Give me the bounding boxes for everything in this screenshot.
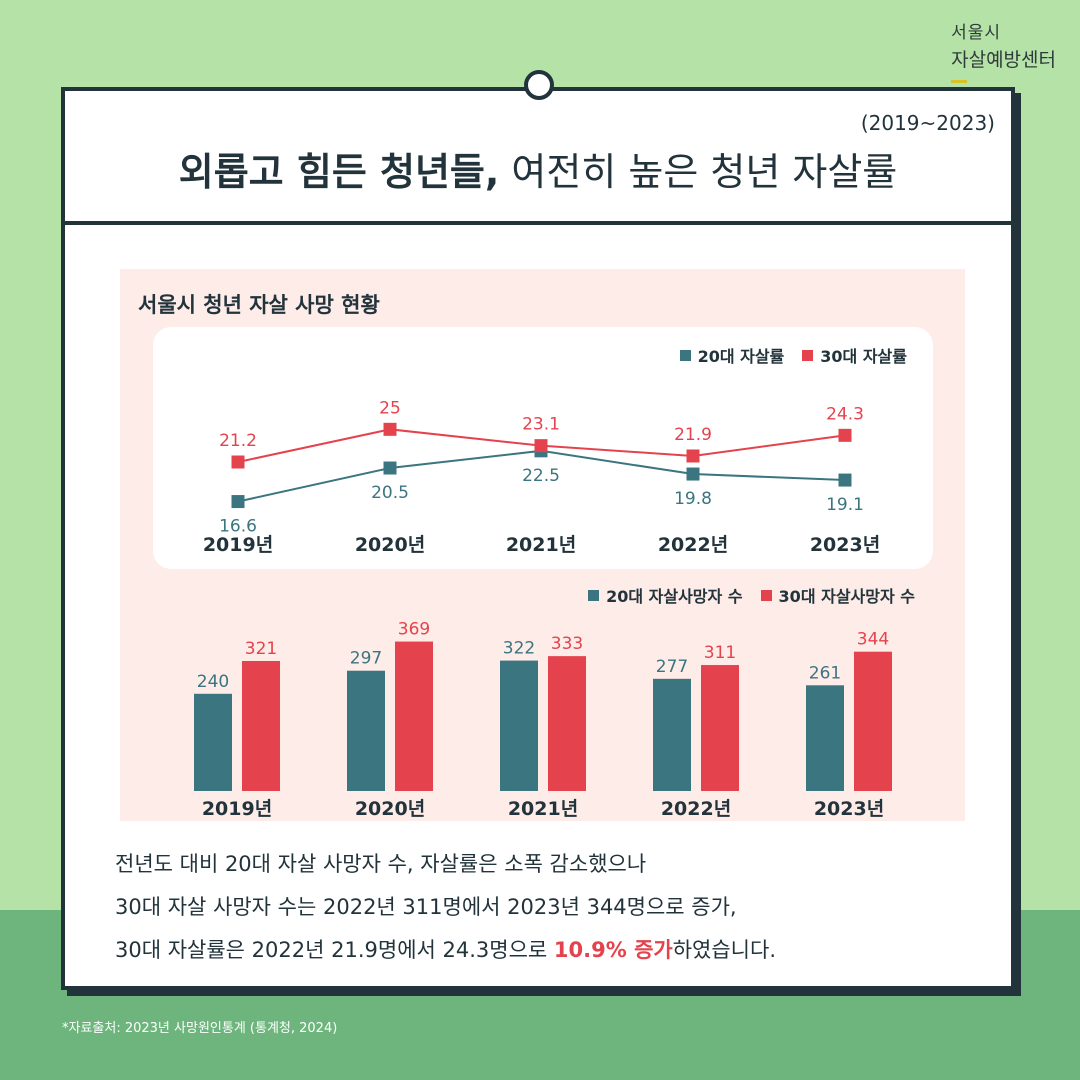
- legend-swatch-teal: [588, 589, 600, 601]
- data-label: 297: [350, 649, 382, 669]
- data-label: 21.9: [674, 425, 712, 445]
- bar: [242, 660, 280, 791]
- bar: [806, 685, 844, 791]
- chart-panel: 서울시 청년 자살 사망 현황 20대 자살률 30대 자살률 16.6 20.5…: [120, 269, 965, 821]
- legend-label: 30대 자살사망자 수: [778, 587, 915, 606]
- bar: [347, 670, 385, 791]
- data-point: [383, 461, 397, 475]
- title-regular: 여전히 높은 청년 자살률: [499, 150, 898, 194]
- x-tick-label: 2023년: [810, 534, 880, 556]
- bar: [194, 693, 232, 791]
- brand-underline: [951, 80, 968, 83]
- data-point: [231, 495, 245, 509]
- legend-label: 20대 자살사망자 수: [606, 587, 743, 606]
- brand-logo: 서울시 자살예방센터: [951, 18, 1056, 83]
- bar: [395, 641, 433, 791]
- data-label: 344: [857, 630, 889, 650]
- brand-line2: 자살예방센터: [951, 49, 1056, 71]
- data-point: [231, 455, 245, 469]
- x-tick-label: 2022년: [658, 534, 728, 556]
- line-chart: 16.6 20.5 22.5 19.8 19.1 21.2 25 23.1 21.9 24.3 20…: [203, 398, 880, 556]
- bar: [653, 678, 691, 791]
- data-point: [686, 449, 700, 463]
- bar-legend: 20대 자살사망자 수 30대 자살사망자 수: [588, 583, 915, 607]
- period-label: (2019~2023): [860, 111, 995, 135]
- x-tick-label: 2019년: [202, 798, 272, 820]
- data-label: 333: [551, 634, 583, 654]
- data-label: 311: [704, 643, 736, 663]
- legend-item-30s-count: 30대 자살사망자 수: [760, 583, 915, 607]
- title-bold: 외롭고 힘든 청년들,: [178, 150, 500, 194]
- legend-swatch-teal: [679, 349, 691, 361]
- info-card: (2019~2023) 외롭고 힘든 청년들, 여전히 높은 청년 자살률 서울…: [61, 87, 1015, 990]
- data-label: 19.1: [826, 495, 864, 515]
- header-divider: [65, 221, 1011, 225]
- data-label: 24.3: [826, 404, 864, 424]
- data-point: [534, 439, 548, 453]
- description-line: 전년도 대비 20대 자살 사망자 수, 자살률은 소폭 감소했으나: [115, 852, 647, 876]
- bar: [854, 651, 892, 791]
- legend-swatch-red: [802, 349, 814, 361]
- x-tick-label: 2021년: [508, 798, 578, 820]
- description: 전년도 대비 20대 자살 사망자 수, 자살률은 소폭 감소했으나 30대 자…: [115, 843, 776, 972]
- data-label: 369: [398, 620, 430, 640]
- bar-chart: 240 321 2019년 297 369 2020년 322 333 2021년 277 311 2…: [194, 620, 892, 820]
- highlight-text: 10.9% 증가: [553, 938, 673, 962]
- data-label: 25: [379, 398, 401, 418]
- pin-ring-icon: [524, 70, 554, 100]
- data-label: 240: [197, 672, 229, 692]
- x-tick-label: 2020년: [355, 534, 425, 556]
- bar: [548, 656, 586, 791]
- data-label: 322: [503, 639, 535, 659]
- data-point: [838, 428, 852, 442]
- data-label: 20.5: [371, 483, 409, 503]
- description-line: 30대 자살률은 2022년 21.9명에서 24.3명으로 10.9% 증가하…: [115, 929, 776, 972]
- legend-item-20s-rate: 20대 자살률: [679, 343, 785, 367]
- data-label: 19.8: [674, 489, 712, 509]
- legend-swatch-red: [760, 589, 772, 601]
- description-text: 30대 자살률은 2022년 21.9명에서 24.3명으로: [115, 938, 554, 962]
- x-tick-label: 2019년: [203, 534, 273, 556]
- bar: [701, 665, 739, 791]
- data-point: [686, 467, 700, 481]
- legend-item-20s-count: 20대 자살사망자 수: [588, 583, 743, 607]
- data-label: 21.2: [219, 431, 257, 451]
- line-chart-box: 20대 자살률 30대 자살률 16.6 20.5 22.5 19.8 19.1 21.2…: [153, 327, 933, 569]
- x-tick-label: 2020년: [355, 798, 425, 820]
- data-label: 277: [656, 657, 688, 677]
- page-title: 외롭고 힘든 청년들, 여전히 높은 청년 자살률: [65, 141, 1011, 196]
- description-text: 하였습니다.: [672, 938, 776, 962]
- data-label: 321: [245, 639, 277, 659]
- panel-title: 서울시 청년 자살 사망 현황: [138, 293, 380, 317]
- x-tick-label: 2023년: [814, 798, 884, 820]
- source-note: *자료출처: 2023년 사망원인통계 (통계청, 2024): [62, 1021, 338, 1036]
- data-point: [838, 473, 852, 487]
- x-tick-label: 2021년: [506, 534, 576, 556]
- legend-label: 30대 자살률: [820, 347, 907, 366]
- data-label: 16.6: [219, 517, 257, 537]
- line-legend: 20대 자살률 30대 자살률: [679, 343, 907, 367]
- legend-label: 20대 자살률: [697, 347, 785, 366]
- brand-line1: 서울시: [951, 23, 1002, 43]
- description-line: 30대 자살 사망자 수는 2022년 311명에서 2023년 344명으로 …: [115, 895, 737, 919]
- data-label: 261: [809, 663, 841, 683]
- legend-item-30s-rate: 30대 자살률: [802, 343, 907, 367]
- data-label: 22.5: [522, 466, 560, 486]
- bar: [500, 660, 538, 791]
- x-tick-label: 2022년: [661, 798, 731, 820]
- data-point: [383, 422, 397, 436]
- data-label: 23.1: [522, 415, 560, 435]
